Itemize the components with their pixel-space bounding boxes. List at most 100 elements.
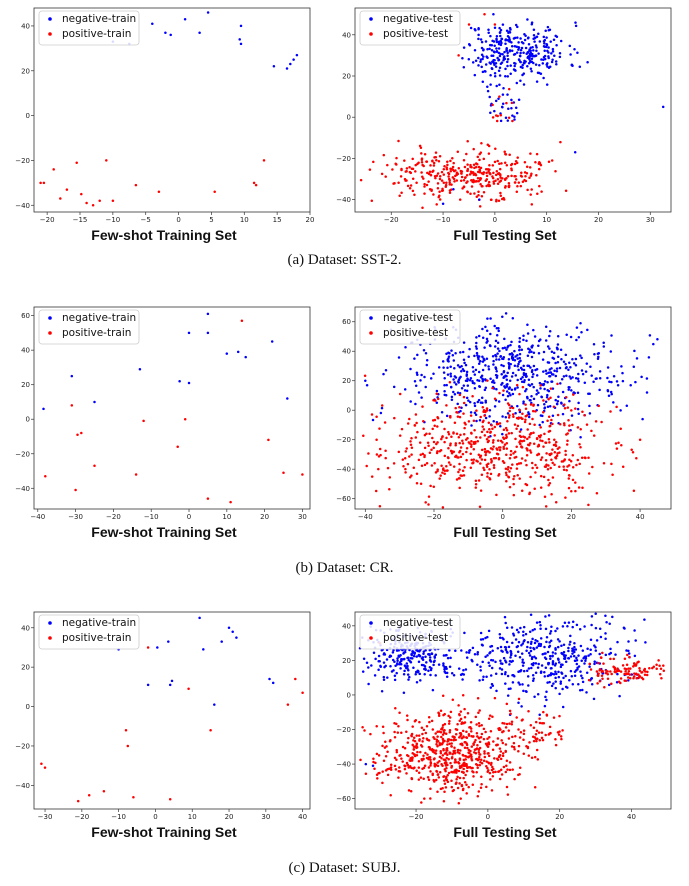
scatter-point bbox=[532, 328, 535, 332]
scatter-point bbox=[427, 766, 431, 769]
scatter-point bbox=[410, 777, 413, 780]
scatter-point bbox=[496, 347, 500, 350]
legend-label: negative-test bbox=[383, 617, 453, 629]
scatter-point bbox=[492, 180, 495, 183]
scatter-point bbox=[575, 326, 579, 329]
scatter-point bbox=[492, 770, 495, 774]
scatter-point bbox=[592, 343, 596, 346]
scatter-point bbox=[516, 36, 519, 39]
scatter-point bbox=[475, 351, 479, 355]
scatter-point bbox=[240, 319, 244, 323]
x-tick-label: −5 bbox=[141, 216, 151, 224]
scatter-point bbox=[531, 375, 534, 379]
scatter-point bbox=[528, 166, 532, 169]
scatter-point bbox=[526, 323, 529, 327]
scatter-point bbox=[490, 459, 493, 463]
scatter-point bbox=[70, 374, 74, 378]
scatter-point bbox=[567, 656, 570, 660]
scatter-point bbox=[518, 434, 522, 438]
scatter-point bbox=[413, 766, 416, 769]
scatter-point bbox=[572, 393, 575, 396]
scatter-point bbox=[538, 64, 541, 67]
scatter-point bbox=[511, 659, 514, 663]
scatter-point bbox=[566, 439, 569, 442]
scatter-point bbox=[435, 742, 438, 746]
scatter-point bbox=[465, 447, 469, 450]
scatter-point bbox=[457, 704, 460, 707]
scatter-point bbox=[423, 433, 427, 437]
scatter-point bbox=[450, 785, 454, 789]
scatter-point bbox=[495, 84, 498, 88]
scatter-point bbox=[76, 799, 80, 803]
scatter-point bbox=[594, 612, 597, 615]
scatter-point bbox=[76, 433, 79, 437]
scatter-point bbox=[142, 419, 145, 423]
scatter-point bbox=[525, 669, 529, 672]
scatter-point bbox=[485, 437, 489, 441]
scatter-point bbox=[400, 191, 403, 195]
scatter-point bbox=[478, 360, 482, 363]
scatter-point bbox=[525, 387, 528, 391]
scatter-point bbox=[419, 482, 423, 486]
scatter-point bbox=[442, 799, 446, 803]
scatter-point bbox=[421, 656, 425, 659]
scatter-point bbox=[474, 738, 477, 742]
scatter-point bbox=[610, 672, 613, 676]
scatter-point bbox=[504, 770, 508, 774]
scatter-point bbox=[439, 709, 443, 712]
legend-box bbox=[38, 10, 140, 46]
scatter-point bbox=[560, 672, 564, 675]
legend-box bbox=[359, 10, 461, 46]
scatter-point bbox=[633, 654, 637, 658]
scatter-point bbox=[543, 645, 546, 649]
scatter-point bbox=[524, 175, 527, 178]
scatter-point bbox=[592, 380, 595, 384]
scatter-point bbox=[532, 442, 536, 445]
scatter-point bbox=[451, 157, 454, 160]
scatter-point bbox=[544, 400, 548, 404]
scatter-point bbox=[436, 187, 440, 190]
scatter-point bbox=[377, 467, 380, 471]
scatter-point bbox=[435, 174, 439, 178]
scatter-point bbox=[460, 406, 463, 410]
scatter-point bbox=[425, 756, 429, 760]
scatter-point bbox=[603, 686, 606, 689]
scatter-point bbox=[420, 726, 424, 730]
scatter-point bbox=[510, 388, 514, 392]
scatter-point bbox=[530, 640, 533, 644]
scatter-point bbox=[379, 664, 382, 668]
scatter-point bbox=[413, 357, 416, 360]
scatter-point bbox=[501, 52, 504, 56]
scatter-point bbox=[430, 188, 433, 191]
scatter-point bbox=[539, 458, 543, 462]
scatter-point bbox=[578, 442, 581, 446]
scatter-point bbox=[581, 410, 584, 413]
scatter-point bbox=[493, 44, 496, 47]
scatter-point bbox=[475, 179, 478, 183]
scatter-point bbox=[571, 423, 574, 427]
scatter-point bbox=[504, 38, 507, 41]
scatter-point bbox=[415, 655, 418, 658]
scatter-point bbox=[455, 728, 459, 731]
scatter-point bbox=[424, 731, 428, 735]
scatter-point bbox=[402, 691, 406, 694]
scatter-point bbox=[562, 465, 565, 468]
scatter-point bbox=[485, 463, 489, 467]
scatter-point bbox=[519, 184, 523, 188]
scatter-point bbox=[465, 792, 468, 795]
scatter-point bbox=[500, 668, 504, 671]
scatter-point bbox=[469, 452, 472, 456]
scatter-point bbox=[473, 404, 477, 408]
scatter-point bbox=[415, 181, 418, 184]
scatter-point bbox=[456, 748, 460, 752]
scatter-point bbox=[585, 362, 589, 365]
scatter-point bbox=[472, 179, 476, 183]
scatter-point bbox=[530, 395, 533, 398]
scatter-point bbox=[571, 620, 575, 623]
scatter-point bbox=[476, 439, 480, 443]
scatter-point bbox=[520, 652, 524, 655]
scatter-point bbox=[498, 636, 502, 640]
scatter-point bbox=[461, 57, 464, 60]
x-tick-label: 0 bbox=[493, 216, 497, 224]
